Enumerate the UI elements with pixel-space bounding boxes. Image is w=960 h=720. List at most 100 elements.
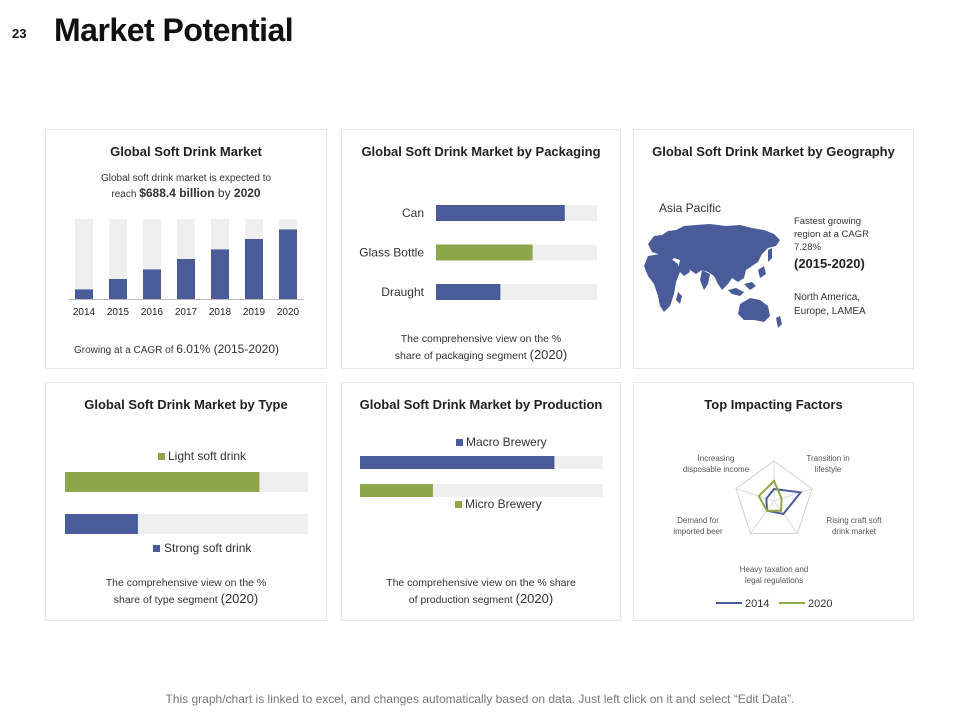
packaging-caption-line1: The comprehensive view on the % [400,333,562,345]
packaging-panel[interactable]: Global Soft Drink Market by Packaging Ca… [341,129,621,369]
production-bar [360,484,433,497]
fast-line1: Fastest growing [794,216,862,227]
radar-axis-label: lifestyle [815,465,842,474]
fast-line3: 7.28% [794,242,821,253]
market-panel-title: Global Soft Drink Market [110,144,262,159]
radar-axis-label: Heavy taxation and [740,565,809,574]
production-bar-chart[interactable]: Macro Brewery Micro Brewery [342,431,620,571]
packaging-bar [436,284,501,300]
market-bar [177,259,195,299]
geography-panel-title: Global Soft Drink Market by Geography [652,144,895,159]
radar-axis-label: Demand for [677,516,719,525]
production-caption-year: (2020) [515,591,554,606]
type-legend-swatch [153,545,160,552]
market-desc-mid: by [214,186,234,200]
packaging-category-label: Can [402,206,424,220]
packaging-bar-chart[interactable]: Can Glass Bottle Draught [342,192,620,312]
production-legend-swatch [456,439,463,446]
packaging-bar [436,205,565,221]
packaging-caption: The comprehensive view on the % share of… [342,331,620,364]
type-caption-year: (2020) [220,591,259,606]
packaging-caption-year: (2020) [529,347,568,362]
radar-axis-label: imported beer [673,527,723,536]
radar-axis-label: Rising craft soft [826,516,882,525]
type-caption: The comprehensive view on the % share of… [46,575,326,608]
market-desc-line2: reach $688.4 billion by 2020 [46,186,326,202]
type-bar [65,514,138,534]
type-caption-text: share of type segment [113,594,221,606]
production-caption: The comprehensive view on the % share of… [342,575,620,608]
market-bar [211,249,229,299]
radar-spoke [773,488,813,502]
world-map-image [644,224,782,328]
page-title: Market Potential [54,12,294,48]
type-caption-line1: The comprehensive view on the % [105,577,267,589]
radar-legend-label: 2020 [808,598,832,610]
packaging-caption-line2: share of packaging segment (2020) [342,347,620,364]
market-bar [143,269,161,299]
market-panel[interactable]: Global Soft Drink Market Global soft dri… [45,129,327,369]
fast-line2: region at a CAGR [794,229,869,240]
radar-spoke [735,488,775,502]
fastest-growing-note: Fastest growing region at a CAGR 7.28% (… [794,215,869,270]
geography-panel[interactable]: Global Soft Drink Market by Geography As… [633,129,914,369]
packaging-category-label: Glass Bottle [359,246,424,260]
market-x-tick-label: 2018 [209,307,232,318]
packaging-caption-text: share of packaging segment [394,350,530,362]
market-cagr: Growing at a CAGR of 6.01% (2015-2020) [74,342,279,356]
type-bar [65,472,260,492]
market-year: 2020 [233,186,261,200]
radar-grid [735,460,813,534]
market-x-tick-label: 2015 [107,307,130,318]
market-bar-chart[interactable]: 2014 2015 2016 2017 2018 2019 2020 [46,214,326,329]
radar-axis-label: Transition in [806,454,849,463]
production-legend-label: Micro Brewery [465,497,542,511]
market-bar [245,239,263,299]
market-value: $688.4 billion [139,186,215,200]
market-desc-line1: Global soft drink market is expected to [100,173,272,184]
production-panel[interactable]: Global Soft Drink Market by Production M… [341,382,621,621]
packaging-category-label: Draught [381,285,424,299]
production-bar [360,456,555,469]
type-legend-label: Strong soft drink [164,541,252,555]
radar-axis-label: legal regulations [745,576,803,585]
type-legend-label: Light soft drink [168,449,247,463]
production-legend-swatch [455,501,462,508]
type-panel-title: Global Soft Drink Market by Type [84,397,288,412]
factors-panel-title: Top Impacting Factors [704,397,843,412]
production-caption-text: of production segment [408,594,516,606]
market-desc-pre: reach [111,189,140,200]
market-x-tick-label: 2019 [243,307,266,318]
market-x-tick-label: 2016 [141,307,164,318]
production-caption-line2: of production segment (2020) [342,591,620,608]
type-panel[interactable]: Global Soft Drink Market by Type Light s… [45,382,327,621]
packaging-panel-title: Global Soft Drink Market by Packaging [361,144,601,159]
production-legend-label: Macro Brewery [466,435,547,449]
factors-panel[interactable]: Top Impacting Factors Transition in lifes… [633,382,914,621]
type-caption-line2: share of type segment (2020) [46,591,326,608]
cagr-pre: Growing at a CAGR of [74,345,177,356]
market-bar [75,289,93,299]
market-x-tick-label: 2020 [277,307,300,318]
market-x-tick-label: 2017 [175,307,198,318]
footer-note: This graph/chart is linked to excel, and… [165,692,795,706]
packaging-bar [436,244,533,261]
fast-period: (2015-2020) [794,256,865,271]
market-bar [109,279,127,299]
others-line2: Europe, LAMEA [794,306,866,317]
type-bar-chart[interactable]: Light soft drink Strong soft drink [46,443,326,563]
market-x-tick-label: 2014 [73,307,96,318]
market-bar-track [75,219,93,299]
others-line1: North America, [794,292,861,303]
type-legend-swatch [158,453,165,460]
region-label: Asia Pacific [659,201,722,215]
radar-axis-label: disposable income [683,465,750,474]
market-description: Global soft drink market is expected to … [46,172,326,202]
other-regions: North America, Europe, LAMEA [794,291,866,319]
factors-radar-chart[interactable]: Transition in lifestyle Rising craft soft d… [634,419,913,619]
radar-axis-label: Increasing [698,454,735,463]
slide-number: 23 [12,26,27,41]
radar-axis-label: drink market [832,527,877,536]
radar-series-2020 [757,479,783,512]
market-bar [279,229,297,299]
